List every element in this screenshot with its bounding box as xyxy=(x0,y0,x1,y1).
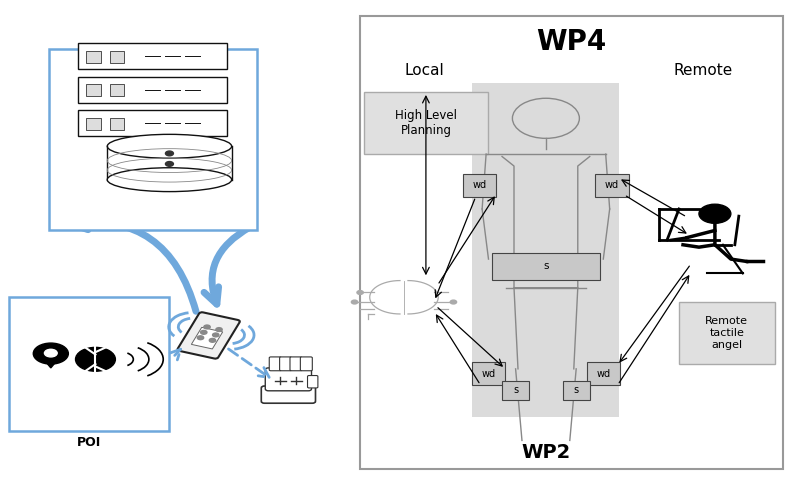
FancyBboxPatch shape xyxy=(679,302,774,364)
FancyBboxPatch shape xyxy=(586,362,620,385)
FancyBboxPatch shape xyxy=(78,43,227,69)
FancyBboxPatch shape xyxy=(463,174,497,197)
FancyBboxPatch shape xyxy=(280,357,291,371)
FancyBboxPatch shape xyxy=(562,381,590,400)
Text: s: s xyxy=(543,261,549,271)
Text: POI: POI xyxy=(77,436,102,449)
FancyBboxPatch shape xyxy=(50,49,257,230)
Text: WP4: WP4 xyxy=(536,28,606,56)
Text: wd: wd xyxy=(482,369,495,379)
FancyBboxPatch shape xyxy=(360,16,782,469)
Text: Remote: Remote xyxy=(674,63,733,78)
FancyBboxPatch shape xyxy=(110,118,125,130)
FancyBboxPatch shape xyxy=(472,362,506,385)
FancyBboxPatch shape xyxy=(502,381,529,400)
Text: Local: Local xyxy=(404,63,444,78)
Text: s: s xyxy=(574,385,578,396)
Polygon shape xyxy=(42,357,60,368)
Circle shape xyxy=(699,204,731,223)
Circle shape xyxy=(45,349,57,357)
FancyBboxPatch shape xyxy=(10,297,169,431)
Circle shape xyxy=(204,325,210,329)
FancyBboxPatch shape xyxy=(78,76,227,103)
FancyBboxPatch shape xyxy=(266,368,311,391)
FancyBboxPatch shape xyxy=(178,312,240,359)
Circle shape xyxy=(198,336,204,340)
Ellipse shape xyxy=(107,134,232,158)
FancyBboxPatch shape xyxy=(472,83,619,417)
Circle shape xyxy=(216,328,222,332)
Circle shape xyxy=(351,300,358,304)
Circle shape xyxy=(213,333,219,337)
FancyBboxPatch shape xyxy=(364,92,488,154)
FancyBboxPatch shape xyxy=(110,84,125,96)
Circle shape xyxy=(75,348,115,371)
Circle shape xyxy=(34,343,68,364)
FancyBboxPatch shape xyxy=(492,253,600,280)
FancyBboxPatch shape xyxy=(86,118,101,130)
FancyBboxPatch shape xyxy=(78,110,227,136)
Text: High Level
Planning: High Level Planning xyxy=(395,109,457,137)
Circle shape xyxy=(450,300,457,304)
Circle shape xyxy=(357,290,363,294)
FancyBboxPatch shape xyxy=(86,51,101,63)
FancyBboxPatch shape xyxy=(307,375,318,388)
Ellipse shape xyxy=(107,168,232,192)
FancyBboxPatch shape xyxy=(300,357,312,371)
FancyBboxPatch shape xyxy=(191,327,222,349)
FancyBboxPatch shape xyxy=(110,51,125,63)
FancyBboxPatch shape xyxy=(86,84,101,96)
Text: Remote
tactile
angel: Remote tactile angel xyxy=(706,316,748,349)
Text: wd: wd xyxy=(473,180,486,190)
Circle shape xyxy=(166,151,174,156)
Text: s: s xyxy=(513,385,518,396)
Text: wd: wd xyxy=(596,369,610,379)
Text: WP2: WP2 xyxy=(522,443,570,462)
Circle shape xyxy=(210,338,216,342)
FancyBboxPatch shape xyxy=(270,357,282,371)
Circle shape xyxy=(201,330,207,334)
FancyBboxPatch shape xyxy=(262,386,315,403)
FancyBboxPatch shape xyxy=(595,174,629,197)
Text: wd: wd xyxy=(605,180,619,190)
Circle shape xyxy=(166,162,174,166)
FancyBboxPatch shape xyxy=(290,357,302,371)
